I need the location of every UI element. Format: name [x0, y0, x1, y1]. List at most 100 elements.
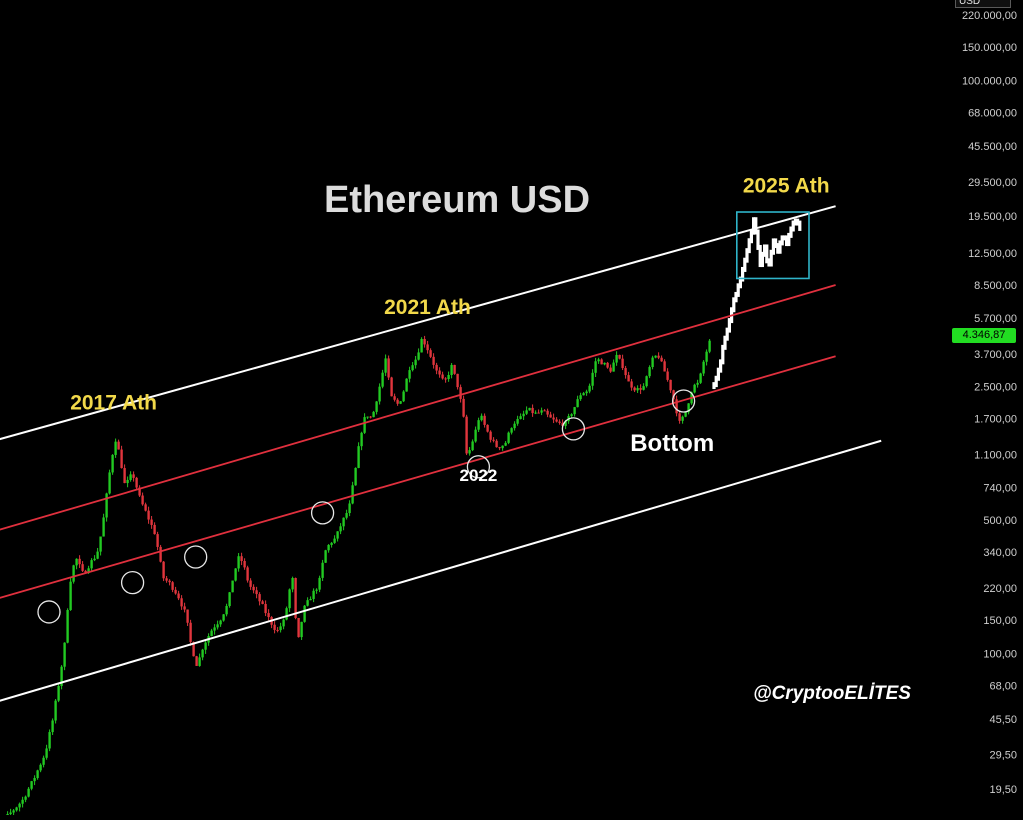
candle-body — [183, 606, 186, 610]
candle-body — [96, 551, 99, 559]
price-axis-labels: 220.000,00 150.000,00 100.000,00 68.000,00 4… — [962, 10, 1017, 820]
candle-body — [153, 524, 156, 535]
candle-body — [504, 442, 507, 446]
candle-body — [231, 580, 234, 593]
candle-body — [369, 416, 372, 418]
candle-body — [285, 608, 288, 620]
candle-body — [480, 415, 483, 421]
candle-body — [603, 362, 606, 365]
projection-candle — [741, 266, 745, 282]
candle-body — [615, 354, 618, 363]
channel-line-lower — [0, 439, 882, 702]
candle-body — [414, 359, 417, 366]
candle-body — [423, 338, 426, 345]
candle-body — [441, 374, 444, 379]
candle-body — [402, 391, 405, 402]
candle-body — [312, 590, 315, 599]
candle-body — [360, 432, 363, 447]
candle-body — [228, 592, 231, 606]
candle-body — [666, 371, 669, 380]
candle-body — [354, 467, 357, 486]
projection-candle — [787, 232, 791, 247]
candle-body — [87, 568, 90, 573]
candle-body — [528, 407, 531, 411]
candle-body — [213, 627, 216, 631]
projection-candle — [765, 244, 769, 264]
candle-body — [699, 373, 702, 383]
candle-body — [81, 564, 84, 571]
candle-body — [12, 810, 15, 813]
candle-body — [684, 412, 687, 417]
candle-body — [507, 432, 510, 443]
candle-body — [366, 416, 369, 418]
candle-body — [90, 560, 93, 569]
candle-body — [144, 504, 147, 511]
projection-candle — [767, 258, 771, 267]
projection-candle — [789, 226, 793, 238]
price-axis[interactable]: 220.000,00 150.000,00 100.000,00 68.000,00 4… — [944, 0, 1023, 820]
candle-body — [30, 781, 33, 789]
candle-body — [516, 418, 519, 424]
candle-body — [543, 410, 546, 412]
candle-body — [501, 445, 504, 449]
candle-body — [222, 614, 225, 621]
y-tick-label: 19.500,00 — [968, 211, 1017, 223]
projection-candle — [714, 375, 718, 388]
candle-body — [606, 362, 609, 368]
candle-body — [537, 412, 540, 414]
candle-body — [387, 358, 390, 378]
candle-body — [540, 410, 543, 413]
currency-selector[interactable]: USD — [955, 0, 1011, 8]
projection-candle — [738, 276, 742, 289]
y-tick-label: 3.700,00 — [974, 349, 1017, 361]
candle-body — [99, 536, 102, 552]
candle-body — [399, 401, 402, 404]
candle-body — [324, 550, 327, 563]
candle-body — [429, 350, 432, 357]
projection-candle — [798, 220, 802, 231]
candle-body — [279, 626, 282, 631]
projection-candle — [774, 238, 778, 249]
projection-candle — [754, 217, 758, 235]
candle-body — [192, 642, 195, 657]
candle-body — [573, 407, 576, 415]
candle-body — [450, 364, 453, 375]
candle-body — [654, 355, 657, 358]
touch-circle — [561, 417, 586, 441]
projection-candle — [760, 251, 764, 268]
candle-body — [525, 410, 528, 414]
y-tick-label: 5.700,00 — [974, 313, 1017, 325]
candle-body — [342, 517, 345, 527]
candle-body — [78, 558, 81, 565]
candle-body — [594, 361, 597, 373]
candle-body — [234, 568, 237, 581]
candle-body — [66, 609, 69, 643]
candle-body — [639, 388, 642, 390]
candle-body — [267, 613, 270, 618]
candle-body — [333, 538, 336, 543]
candle-body — [447, 374, 450, 380]
y-tick-label: 2.500,00 — [974, 382, 1017, 394]
candle-body — [492, 439, 495, 441]
candle-body — [435, 364, 438, 371]
candle-body — [576, 399, 579, 408]
y-tick-label: 1.700,00 — [974, 414, 1017, 426]
candle-body — [393, 396, 396, 400]
candle-body — [384, 358, 387, 373]
projection-candle — [747, 238, 751, 254]
candle-body — [471, 441, 474, 451]
candle-body — [681, 416, 684, 421]
candle-body — [84, 570, 87, 573]
candle-body — [258, 594, 261, 602]
projection-candle — [758, 244, 762, 268]
candle-body — [483, 415, 486, 425]
candle-body — [33, 778, 36, 782]
candle-body — [105, 493, 108, 518]
candle-body — [297, 617, 300, 638]
candle-body — [597, 359, 600, 362]
candle-body — [276, 629, 279, 631]
touch-circle — [120, 570, 145, 595]
y-tick-label: 29,50 — [989, 750, 1017, 762]
candle-body — [411, 365, 414, 371]
